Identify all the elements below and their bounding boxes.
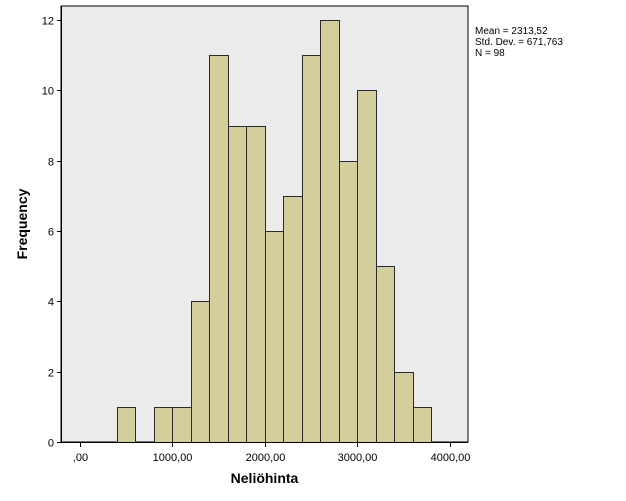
std-dev-stat: Std. Dev. = 671,763 — [475, 37, 563, 48]
stats-box: Mean = 2313,52 Std. Dev. = 671,763 N = 9… — [475, 26, 563, 59]
histogram-bar — [320, 20, 340, 443]
histogram-bar — [246, 126, 266, 443]
y-tick-label: 10 — [42, 86, 54, 98]
x-tick-label: 1000,00 — [153, 452, 193, 464]
histogram-bar — [302, 55, 321, 443]
histogram-bar — [265, 231, 284, 443]
histogram-bar — [283, 196, 303, 443]
x-tick-label: 4000,00 — [431, 452, 471, 464]
y-axis-ticks: 0 2 4 6 8 10 12 — [42, 16, 61, 450]
histogram-bar — [228, 126, 247, 443]
y-tick-label: 0 — [48, 438, 54, 450]
x-axis-ticks: ,00 1000,00 2000,00 3000,00 4000,00 — [73, 442, 471, 464]
y-tick-label: 8 — [48, 157, 54, 169]
y-tick-label: 2 — [48, 368, 54, 380]
histogram-bar — [357, 90, 377, 443]
histogram-bar — [154, 407, 173, 443]
y-tick-label: 4 — [48, 297, 54, 309]
bars-group — [117, 20, 432, 443]
histogram-bar — [209, 55, 229, 443]
histogram-bar — [191, 301, 210, 443]
x-tick-label: 2000,00 — [246, 452, 286, 464]
histogram-bar — [339, 161, 358, 443]
histogram-bar — [413, 407, 432, 443]
n-stat: N = 98 — [475, 48, 505, 59]
x-tick-label: 3000,00 — [338, 452, 378, 464]
x-tick-label: ,00 — [73, 452, 88, 464]
histogram-bar — [394, 372, 414, 443]
histogram-bar — [172, 407, 192, 443]
mean-stat: Mean = 2313,52 — [475, 26, 548, 37]
y-tick-label: 12 — [42, 16, 54, 28]
y-axis-label: Frequency — [14, 188, 30, 259]
histogram-bar — [117, 407, 136, 443]
y-tick-label: 6 — [48, 227, 54, 239]
x-axis-label: Neliöhinta — [231, 470, 299, 486]
histogram-bar — [376, 266, 395, 443]
